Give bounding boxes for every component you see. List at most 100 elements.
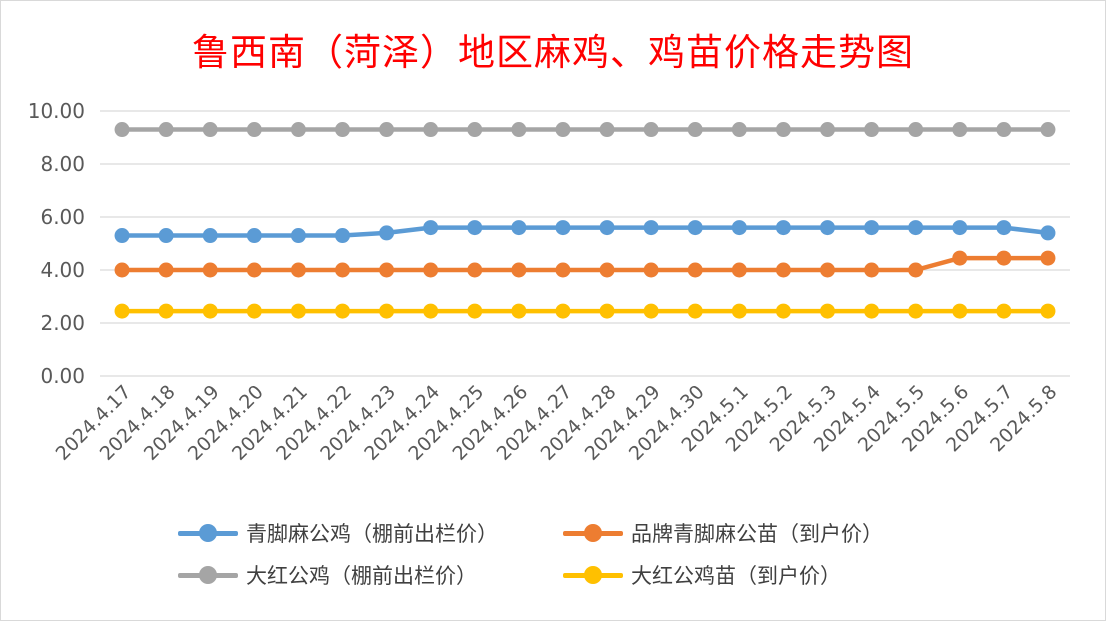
data-point (1040, 303, 1056, 319)
data-point (643, 262, 659, 278)
data-point (511, 262, 527, 278)
data-point (202, 262, 218, 278)
data-point (864, 220, 880, 236)
data-point (114, 262, 130, 278)
data-point (202, 228, 218, 244)
data-point (952, 303, 968, 319)
data-point (423, 303, 439, 319)
data-point (864, 303, 880, 319)
data-point (158, 228, 174, 244)
data-point (864, 122, 880, 138)
y-tick-label: 6.00 (40, 205, 85, 229)
data-point (820, 262, 835, 278)
data-point (775, 303, 791, 319)
data-point (952, 220, 968, 236)
data-point (908, 122, 924, 138)
data-point (599, 303, 615, 319)
data-point (423, 262, 439, 278)
y-tick-label: 2.00 (40, 311, 85, 335)
y-axis-ticks: 0.00 2.00 4.00 6.00 8.00 10.00 (28, 99, 85, 388)
data-point (379, 262, 395, 278)
data-point (290, 262, 306, 278)
data-point (1040, 122, 1056, 138)
data-point (643, 122, 659, 138)
data-point (335, 228, 350, 244)
data-point (555, 303, 571, 319)
series-1 (114, 220, 1056, 244)
data-point (996, 303, 1012, 319)
legend-label: 品牌青脚麻公苗（到户价） (631, 522, 883, 546)
legend-label: 大红公鸡（棚前出栏价） (246, 564, 477, 588)
data-point (1040, 225, 1056, 241)
series-line (119, 225, 1051, 238)
legend-dot (199, 566, 217, 584)
legend-item-series-2: 品牌青脚麻公苗（到户价） (563, 518, 883, 548)
series-4 (114, 303, 1056, 319)
legend-marker (178, 523, 238, 543)
legend-dot (199, 524, 217, 542)
y-tick-label: 4.00 (40, 258, 85, 282)
legend-label: 大红公鸡苗（到户价） (631, 564, 841, 588)
data-point (599, 122, 615, 138)
data-point (731, 262, 747, 278)
data-point (290, 122, 306, 138)
series-group (114, 122, 1056, 319)
data-point (775, 220, 791, 236)
gridlines (100, 110, 1070, 377)
data-point (775, 122, 791, 138)
data-point (643, 220, 659, 236)
data-point (290, 228, 306, 244)
data-point (687, 220, 703, 236)
data-point (467, 303, 483, 319)
data-point (952, 250, 968, 266)
data-point (731, 220, 747, 236)
data-point (202, 303, 218, 319)
legend-marker (563, 523, 623, 543)
data-point (952, 122, 968, 138)
data-point (996, 250, 1012, 266)
legend-item-series-1: 青脚麻公鸡（棚前出栏价） (178, 518, 498, 548)
series-3 (114, 122, 1056, 138)
data-point (820, 303, 835, 319)
data-point (335, 262, 350, 278)
data-point (158, 303, 174, 319)
data-point (908, 262, 924, 278)
data-point (775, 262, 791, 278)
chart-title: 鲁西南（菏泽）地区麻鸡、鸡苗价格走势图 (192, 31, 914, 74)
data-point (467, 262, 483, 278)
data-point (335, 303, 350, 319)
data-point (379, 303, 395, 319)
data-point (246, 122, 262, 138)
data-point (864, 262, 880, 278)
data-point (379, 122, 395, 138)
legend-marker (178, 565, 238, 585)
data-point (114, 228, 130, 244)
data-point (687, 262, 703, 278)
data-point (599, 262, 615, 278)
data-point (467, 220, 483, 236)
data-point (246, 228, 262, 244)
data-point (158, 262, 174, 278)
data-point (908, 303, 924, 319)
legend-dot (584, 524, 602, 542)
data-point (820, 220, 835, 236)
series-line (119, 255, 1051, 273)
y-tick-label: 0.00 (40, 364, 85, 388)
data-point (379, 225, 395, 241)
data-point (731, 303, 747, 319)
series-2 (114, 250, 1056, 278)
data-point (467, 122, 483, 138)
data-point (996, 220, 1012, 236)
y-tick-label: 10.00 (28, 99, 85, 123)
data-point (555, 220, 571, 236)
data-point (423, 122, 439, 138)
data-point (599, 220, 615, 236)
data-point (555, 262, 571, 278)
data-point (820, 122, 835, 138)
data-point (555, 122, 571, 138)
data-point (731, 122, 747, 138)
x-axis-ticks: 2024.4.172024.4.182024.4.192024.4.202024… (52, 381, 1062, 465)
data-point (687, 122, 703, 138)
data-point (335, 122, 350, 138)
